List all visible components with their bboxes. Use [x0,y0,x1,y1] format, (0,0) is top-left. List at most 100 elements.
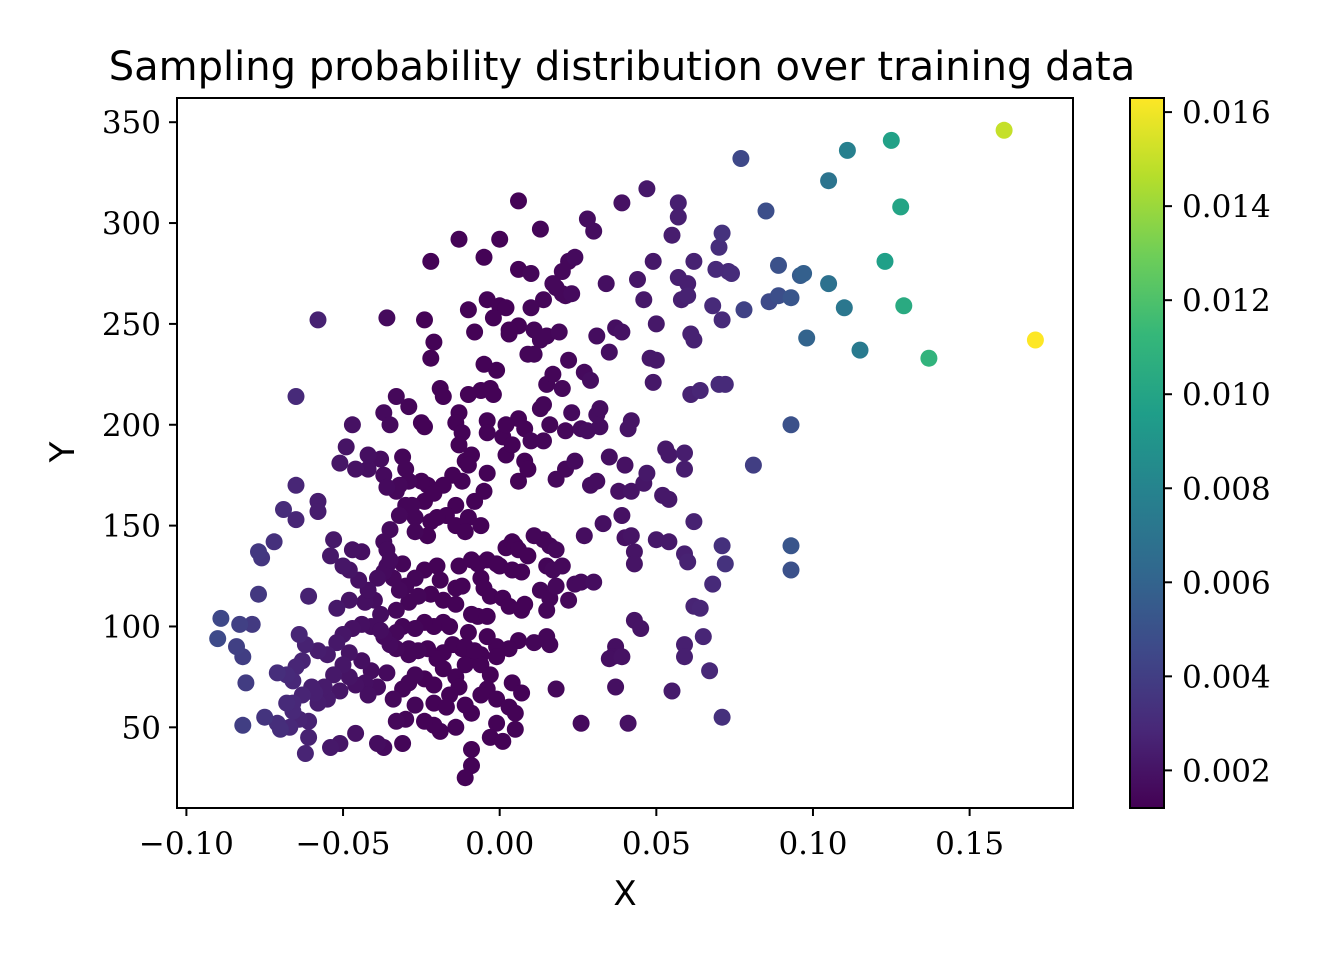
data-point [525,634,543,652]
data-point [478,464,496,482]
data-point [447,595,465,613]
data-point [616,456,634,474]
data-point [691,599,709,617]
data-point [594,515,612,533]
data-point [372,605,390,623]
data-point [287,388,305,405]
data-point [484,309,502,327]
data-point [337,438,355,456]
data-point [488,648,506,666]
data-point [488,361,506,379]
data-point [1026,331,1044,349]
data-point [309,642,327,660]
data-point [231,615,249,633]
data-point [578,422,596,440]
data-point [340,591,358,609]
data-point [685,252,703,270]
data-point [478,607,496,625]
data-point [256,708,274,726]
data-point [331,454,349,472]
data-point [347,460,365,478]
data-point [450,230,468,248]
data-point [463,741,480,758]
data-point [535,396,552,414]
data-point [212,609,230,627]
data-point [343,416,361,434]
data-point [625,543,643,561]
data-point [334,557,352,575]
data-point [394,735,412,752]
data-point [531,220,549,238]
colorbar-tick-label: 0.016 [1182,95,1271,131]
data-point [710,238,728,256]
data-point [560,591,578,609]
data-point [434,660,452,678]
data-point [795,265,813,282]
data-point [209,630,227,648]
x-axis: −0.10 −0.05 0.00 0.05 0.10 0.15 [139,808,1004,862]
data-point [475,482,493,500]
data-point [607,678,625,696]
data-point [663,682,681,700]
data-point [563,404,581,422]
data-point [378,478,396,496]
data-point [459,509,477,526]
data-point [851,341,869,359]
y-axis-label: Y [43,441,83,463]
colorbar-tick-label: 0.004 [1182,659,1271,695]
data-point [920,349,938,367]
data-point [387,601,405,619]
data-point [437,698,455,716]
data-point [359,446,377,464]
data-point [359,686,377,704]
data-point [669,208,687,226]
data-point [610,482,628,500]
data-point [629,271,646,288]
data-point [553,380,571,397]
data-point [632,620,650,637]
data-point [250,585,267,603]
data-point [820,172,838,190]
data-point [838,141,856,159]
data-point [519,460,537,478]
data-point [635,291,653,309]
data-point [381,416,399,434]
data-point [369,569,386,587]
data-point [782,416,800,434]
data-point [441,618,459,635]
data-point [557,422,574,440]
data-point [287,511,305,529]
data-point [300,587,318,605]
data-point [459,301,477,319]
data-point [644,252,662,270]
data-point [325,666,343,684]
data-point [510,192,527,210]
data-point [265,533,283,551]
data-point [541,636,559,654]
data-point [422,513,440,531]
data-point [647,315,665,333]
data-point [597,275,615,293]
colorbar-frame [1129,97,1165,809]
data-point [541,416,559,434]
data-point [466,642,484,660]
data-point [550,323,568,341]
data-point [353,652,371,670]
data-point [647,531,665,549]
data-point [503,436,521,454]
data-point [328,599,346,617]
data-point [488,714,506,732]
data-point [716,555,734,573]
data-point [619,420,637,438]
data-point [694,628,712,646]
data-point [735,301,753,319]
data-point [406,696,424,714]
chart-title: Sampling probability distribution over t… [109,44,1135,90]
data-point [409,587,427,605]
data-point [278,694,296,712]
data-point [588,472,606,490]
data-point [757,202,775,220]
data-point [488,555,506,573]
data-point [713,708,731,726]
data-point [820,275,838,293]
